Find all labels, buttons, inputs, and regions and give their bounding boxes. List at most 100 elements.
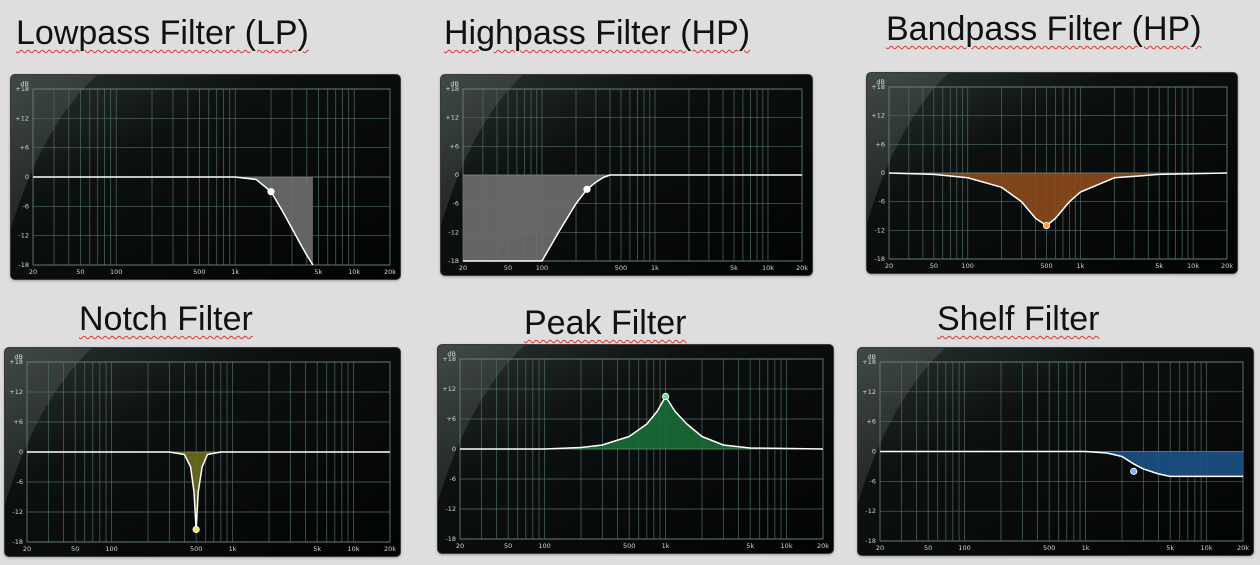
- x-tick-label: 5k: [313, 545, 321, 553]
- eq-plot-bandpass: +18 +12 +6 0 -6 -12 -18 dB 20 50 100 500 1k 5k 10k 20k: [867, 73, 1237, 273]
- y-tick-label: +18: [9, 358, 23, 366]
- y-tick-label: +18: [15, 85, 29, 93]
- x-tick-label: 20k: [1237, 544, 1249, 552]
- y-tick-label: 0: [19, 448, 23, 456]
- y-tick-label: +6: [875, 140, 885, 148]
- filter-handle-lowpass[interactable]: [267, 188, 275, 196]
- response-fill-peak: [460, 396, 823, 449]
- filter-handle-bandpass[interactable]: [1042, 221, 1051, 230]
- eq-plot-highpass: +18 +12 +6 0 -6 -12 -18 dB 20 50 100 500 1k 5k 10k 20k: [441, 75, 812, 275]
- eq-panel-notch: +18 +12 +6 0 -6 -12 -18 dB 20 50 100 500 1k 5k 10k 20k: [5, 348, 400, 556]
- x-tick-label: 500: [623, 542, 635, 550]
- filter-handle-notch[interactable]: [192, 525, 200, 534]
- y-unit-label: dB: [14, 353, 23, 361]
- x-tick-label: 100: [110, 268, 122, 276]
- y-tick-label: -18: [18, 261, 29, 269]
- x-tick-label: 20: [876, 544, 884, 552]
- y-tick-label: -12: [18, 232, 29, 240]
- response-curve-highpass: [463, 174, 802, 262]
- y-tick-label: -18: [12, 538, 23, 546]
- x-tick-label: 100: [958, 544, 970, 552]
- x-tick-label: 100: [536, 264, 548, 272]
- x-tick-label: 20: [23, 545, 31, 553]
- y-unit-label: dB: [20, 80, 29, 88]
- y-tick-label: +6: [13, 418, 23, 426]
- x-tick-label: 5k: [314, 268, 322, 276]
- y-unit-label: dB: [447, 350, 456, 358]
- y-tick-label: -18: [448, 257, 459, 265]
- x-tick-label: 50: [504, 264, 512, 272]
- x-tick-label: 50: [504, 542, 512, 550]
- x-tick-label: 20k: [817, 542, 829, 550]
- chart-title-shelf: Shelf Filter: [937, 300, 1100, 338]
- y-tick-label: +18: [862, 358, 876, 366]
- x-tick-label: 5k: [746, 542, 754, 550]
- x-tick-label: 20k: [1221, 262, 1233, 270]
- response-fill-lowpass: [33, 177, 313, 265]
- y-tick-label: +12: [871, 112, 885, 120]
- chart-title-lowpass: Lowpass Filter (LP): [16, 14, 309, 52]
- y-tick-label: -6: [23, 202, 29, 210]
- y-tick-label: +12: [442, 385, 456, 393]
- x-tick-label: 100: [962, 262, 974, 270]
- eq-panel-peak: +18 +12 +6 0 -6 -12 -18 dB 20 50 100 500 1k 5k 10k 20k: [438, 345, 833, 553]
- x-tick-label: 1k: [231, 268, 239, 276]
- y-unit-label: dB: [876, 78, 885, 86]
- y-tick-label: 0: [881, 169, 885, 177]
- x-tick-label: 20k: [796, 264, 808, 272]
- x-tick-label: 20: [456, 542, 464, 550]
- eq-panel-shelf: +18 +12 +6 0 -6 -12 -18 dB 20 50 100 500 1k 5k 10k 20k: [858, 348, 1253, 555]
- x-tick-label: 10k: [762, 264, 774, 272]
- x-tick-label: 500: [1043, 544, 1055, 552]
- panel-gloss: [11, 75, 97, 228]
- panel-gloss: [867, 73, 949, 223]
- eq-plot-shelf: +18 +12 +6 0 -6 -12 -18 dB 20 50 100 500 1k 5k 10k 20k: [858, 348, 1253, 555]
- x-tick-label: 20: [885, 262, 893, 270]
- response-fill-bandpass: [889, 173, 1227, 226]
- response-curve-peak: [460, 395, 824, 450]
- x-tick-label: 50: [924, 544, 932, 552]
- x-tick-label: 500: [190, 545, 202, 553]
- x-tick-label: 500: [193, 268, 205, 276]
- x-tick-label: 10k: [1201, 544, 1213, 552]
- x-tick-label: 1k: [662, 542, 670, 550]
- x-tick-label: 20k: [384, 545, 396, 553]
- y-tick-label: -12: [874, 226, 885, 234]
- x-tick-label: 10k: [348, 545, 360, 553]
- x-tick-label: 20: [459, 264, 467, 272]
- eq-panel-bandpass: +18 +12 +6 0 -6 -12 -18 dB 20 50 100 500 1k 5k 10k 20k: [867, 73, 1237, 273]
- y-tick-label: +6: [866, 418, 876, 426]
- eq-panel-highpass: +18 +12 +6 0 -6 -12 -18 dB 20 50 100 500 1k 5k 10k 20k: [441, 75, 812, 275]
- y-tick-label: +6: [19, 144, 29, 152]
- x-tick-label: 10k: [781, 542, 793, 550]
- y-tick-label: +12: [445, 114, 459, 122]
- filter-handle-peak[interactable]: [661, 392, 670, 401]
- y-tick-label: -12: [865, 507, 876, 515]
- y-tick-label: +18: [871, 83, 885, 91]
- y-tick-label: +18: [442, 355, 456, 363]
- x-tick-label: 20k: [384, 268, 396, 276]
- y-tick-label: -6: [453, 200, 459, 208]
- y-tick-label: -6: [870, 477, 876, 485]
- y-tick-label: -12: [448, 228, 459, 236]
- y-unit-label: dB: [450, 80, 459, 88]
- y-tick-label: +12: [9, 388, 23, 396]
- x-tick-label: 5k: [730, 264, 738, 272]
- chart-title-highpass: Highpass Filter (HP): [444, 14, 751, 52]
- y-tick-label: 0: [455, 171, 459, 179]
- x-tick-label: 100: [105, 545, 117, 553]
- x-tick-label: 50: [76, 268, 84, 276]
- x-tick-label: 10k: [348, 268, 360, 276]
- x-tick-label: 1k: [651, 264, 659, 272]
- y-unit-label: dB: [867, 353, 876, 361]
- filter-handle-shelf[interactable]: [1130, 467, 1138, 475]
- eq-plot-lowpass: +18 +12 +6 0 -6 -12 -18 dB 20 50 100 500 1k 5k 10k 20k: [11, 75, 400, 279]
- panel-gloss: [441, 75, 523, 225]
- y-tick-label: 0: [872, 448, 876, 456]
- chart-title-peak: Peak Filter: [524, 304, 687, 342]
- filter-handle-highpass[interactable]: [583, 185, 591, 193]
- y-tick-label: 0: [452, 445, 456, 453]
- x-tick-label: 100: [538, 542, 550, 550]
- eq-panel-lowpass: +18 +12 +6 0 -6 -12 -18 dB 20 50 100 500 1k 5k 10k 20k: [11, 75, 400, 279]
- response-curve-shelf: [880, 450, 1243, 478]
